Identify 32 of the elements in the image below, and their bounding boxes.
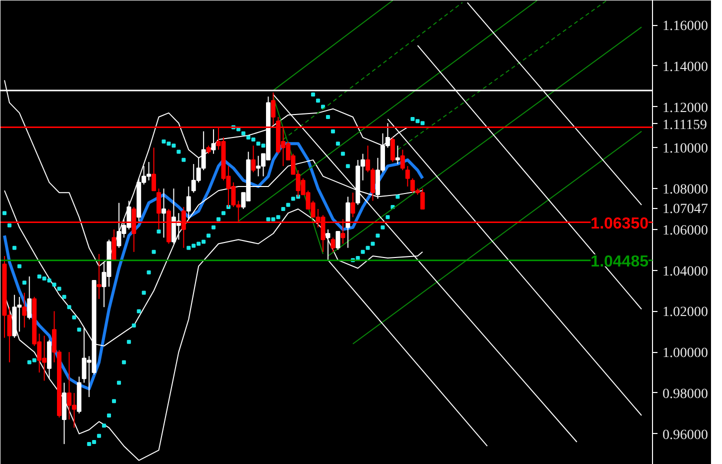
candlestick: [400, 149, 405, 171]
candlestick: [162, 188, 166, 238]
y-tick-label: 0.96000: [662, 428, 708, 443]
candlestick: [330, 237, 336, 252]
y-tick-label: 1.14000: [662, 60, 708, 75]
y-tick-label: 1.06000: [662, 223, 708, 238]
ref-line-label: 1.04485: [590, 253, 649, 270]
candlestick: [251, 145, 256, 173]
candlestick: [211, 128, 216, 154]
candlestick: [152, 147, 156, 192]
candlestick: [390, 136, 395, 162]
y-tick-label: 0.98000: [662, 386, 708, 402]
candlestick: [350, 192, 356, 218]
candlestick: [22, 292, 27, 328]
y-tick-label: 1.10000: [662, 142, 708, 157]
candlestick: [336, 230, 340, 250]
y-tick-label: 1.04000: [662, 264, 708, 280]
candlestick: [395, 145, 400, 165]
y-tick-label: 1.12000: [662, 100, 708, 116]
y-tick-label: 1.00000: [662, 346, 708, 362]
ref-line-label: 1.06350: [590, 215, 649, 232]
y-tick-label: 1.07047: [662, 202, 708, 218]
y-tick-label: 1.08000: [662, 182, 708, 198]
candlestick: [186, 186, 191, 220]
candlestick: [326, 228, 330, 261]
candlestick: [112, 228, 116, 261]
y-tick-label: 1.16000: [662, 19, 708, 34]
candlestick: [96, 253, 102, 300]
y-tick-label: 1.11159: [662, 118, 707, 133]
candlestick: [27, 276, 32, 320]
candlestick: [405, 166, 410, 188]
y-tick-label: 1.02000: [662, 305, 708, 320]
